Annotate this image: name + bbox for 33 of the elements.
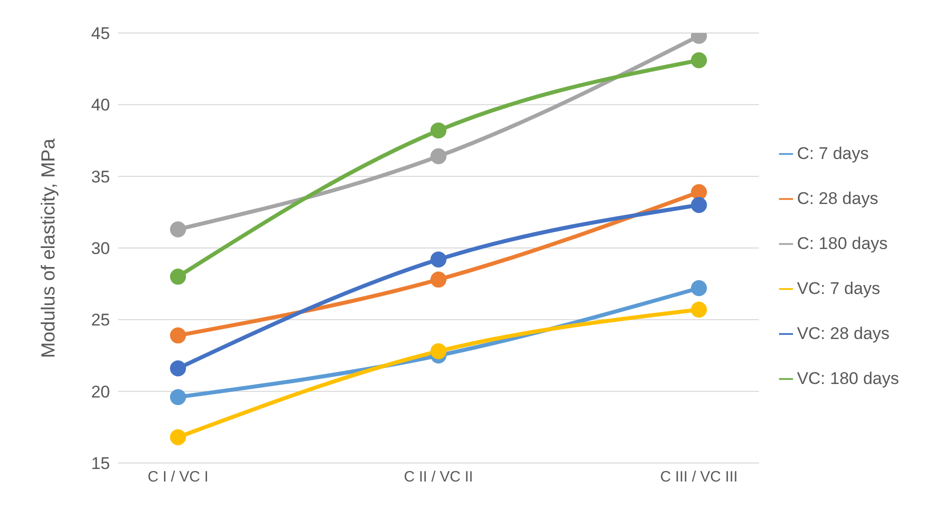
x-tick-label: C II / VC II — [404, 468, 474, 486]
y-tick-label: 35 — [91, 167, 110, 186]
point — [170, 429, 186, 446]
y-tick-label: 40 — [91, 96, 110, 115]
point — [170, 268, 186, 285]
point — [690, 52, 707, 68]
legend-label: VC: 180 days — [796, 368, 899, 388]
point — [170, 327, 186, 344]
legend-label: C: 28 days — [796, 188, 878, 208]
y-axis-title: Modulus of elasticity, MPa — [38, 138, 60, 358]
point — [430, 122, 446, 138]
point — [170, 389, 186, 406]
point — [430, 251, 446, 268]
point — [430, 272, 446, 288]
point — [170, 221, 186, 238]
point — [690, 184, 707, 200]
y-tick-label: 30 — [91, 239, 110, 258]
y-tick-label: 15 — [91, 454, 110, 474]
x-tick-label: C I / VC I — [148, 468, 208, 486]
x-tick-label: C III / VC III — [660, 468, 738, 486]
legend-label: VC: 28 days — [796, 324, 890, 342]
point — [690, 197, 707, 213]
y-tick-label: 45 — [91, 24, 110, 44]
point — [690, 302, 707, 318]
legend-label: C: 180 days — [796, 234, 888, 252]
legend-label: C: 7 days — [796, 144, 869, 162]
y-tick-label: 25 — [91, 310, 110, 330]
y-tick-label: 20 — [91, 382, 110, 402]
point — [170, 360, 186, 376]
point — [430, 148, 446, 164]
legend-label: VC: 7 days — [796, 278, 880, 298]
point — [430, 343, 446, 360]
point — [690, 280, 707, 296]
